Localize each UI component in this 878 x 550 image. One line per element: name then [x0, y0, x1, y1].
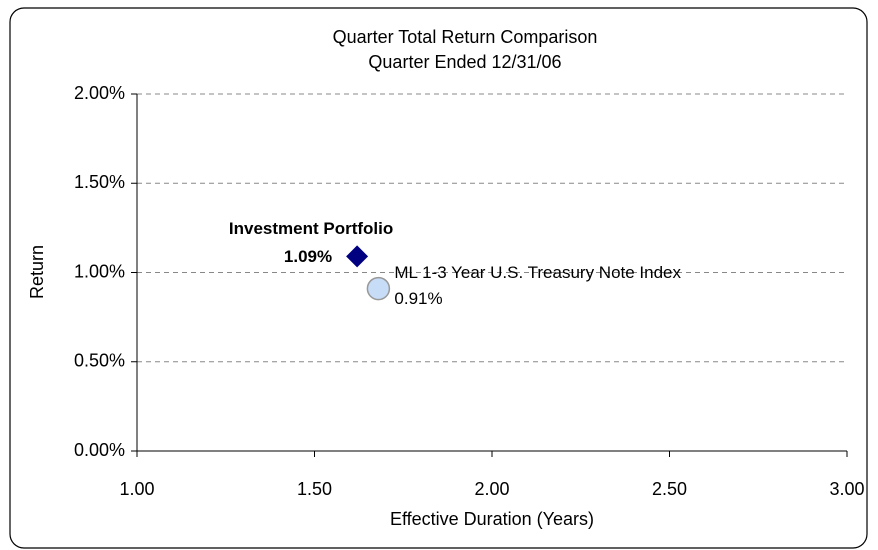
chart-title: Quarter Total Return Comparison: [333, 27, 598, 47]
point: [366, 276, 391, 301]
y-tick-label: 1.00%: [74, 261, 125, 281]
x-tick-label: 3.00: [829, 479, 864, 499]
point: [346, 245, 369, 268]
data-label: 0.91%: [394, 289, 442, 308]
x-tick-label: 2.00: [474, 479, 509, 499]
series-label: Investment Portfolio: [229, 219, 393, 238]
y-tick-label: 0.50%: [74, 351, 125, 371]
x-tick-label: 1.00: [119, 479, 154, 499]
y-tick-label: 2.00%: [74, 83, 125, 103]
y-axis-label: Return: [27, 245, 47, 299]
chart-border: [9, 7, 868, 549]
data-label: 1.09%: [284, 247, 332, 266]
x-axis-label: Effective Duration (Years): [390, 509, 594, 529]
x-tick-label: 1.50: [297, 479, 332, 499]
y-tick-label: 1.50%: [74, 172, 125, 192]
x-tick-label: 2.50: [652, 479, 687, 499]
series-label: ML 1-3 Year U.S. Treasury Note Index: [394, 263, 681, 282]
y-tick-label: 0.00%: [74, 440, 125, 460]
chart-subtitle: Quarter Ended 12/31/06: [368, 52, 561, 72]
